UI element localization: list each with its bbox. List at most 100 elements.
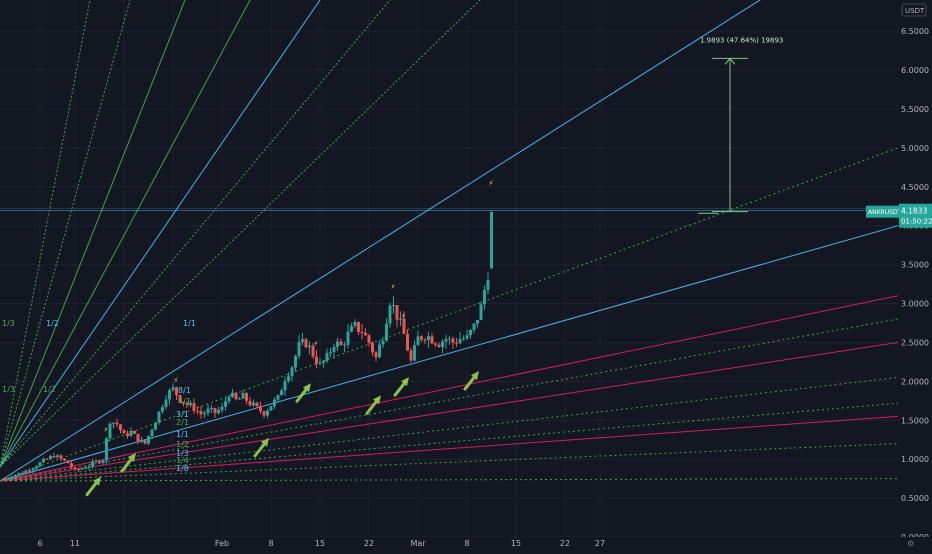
y-tick-label: 2.0000 [901,377,929,386]
candle-body [126,433,129,437]
lightning-icon: ⚡ [314,340,319,348]
fan-line [0,413,932,482]
candle-body [248,400,252,406]
candle-body [395,305,399,320]
overlay: ⚙ [907,539,914,548]
candle-body [315,356,318,364]
candle-body [112,422,115,424]
currency-badge: USDT [901,3,927,17]
candle-body [472,323,476,330]
candle-body [189,403,192,406]
candle-body [430,336,434,344]
fan-label-inner: 1/2 [176,440,189,449]
fan-labels: 1/3 1/2 1/11/3 1/2 8/14/13/12/11/11/21/31/41… [2,319,196,473]
x-axis[interactable]: 6 11 Feb 8 15 22 Mar 8 15 22 27 [0,537,932,550]
candle-body [140,439,143,443]
candle-body [413,345,416,361]
candle-body [238,398,241,400]
candle-body [381,340,385,345]
candle-body [35,466,38,469]
candle-body [31,468,35,471]
x-tick-label: 27 [595,539,605,548]
candle-body [10,477,14,479]
candle-body [301,339,304,342]
y-axis[interactable]: 0.00000.50001.00001.50002.00002.50003.00… [866,0,932,550]
candle-body [266,410,269,416]
arrow-up-icon [85,476,101,497]
candle-body [164,399,168,408]
fan-line-steep [0,0,186,468]
candle-body [427,336,430,341]
fan-line [0,0,761,482]
candle-body [210,408,213,410]
candle-body [444,339,448,342]
fan-line-steep [0,0,321,468]
candle-body [262,411,266,416]
candle-body [276,395,280,400]
candle-body [332,346,336,353]
x-tick-label: 22 [364,539,374,548]
candle-body [371,342,374,353]
candle-body [245,393,248,401]
candle-body [297,341,301,357]
candle-body [346,331,350,345]
candle-body [399,318,402,320]
arrow-head [373,395,381,405]
lightning-icon: ⚡ [401,312,406,320]
fan-line [0,312,932,482]
candle-body [462,338,465,340]
arrow-up-icon [365,395,381,415]
candle-body [231,392,234,397]
gann-fan-lines[interactable] [0,0,932,482]
fan-label-inner: 8/1 [178,386,191,395]
x-tick-label: Mar [410,539,426,548]
price-range-measure[interactable]: 1.9893 (47.64%) 19893 [698,36,783,214]
fan-line [0,399,932,482]
candle-body [378,344,381,358]
candle-body [213,408,217,413]
candle-body [108,423,112,439]
fan-line-steep [0,0,481,468]
y-tick-label: 2.5000 [901,338,929,347]
candle-body [255,402,259,407]
candle-body [84,467,87,469]
candle-body [329,352,332,354]
y-tick-label: 0.5000 [901,494,929,503]
candle-body [374,352,378,358]
candle-body [154,422,157,430]
candle-body [353,321,357,327]
candle-body [21,472,24,474]
x-tick-label: 15 [315,539,325,548]
candle-body [402,318,406,334]
symbol-tag-bg [866,205,900,218]
x-tick-label: 8 [268,539,273,548]
y-tick-label: 3.5000 [901,261,929,270]
candle-body [406,333,409,351]
candle-body [63,458,66,461]
fan-label-lower: 1/3 [2,385,15,394]
candle-body [70,463,73,468]
candle-body [416,336,420,346]
candle-body [192,403,196,411]
candle-body [448,338,451,340]
candle-body [241,393,245,399]
candle-body [469,329,472,336]
arrow-head [128,453,136,463]
x-axis-bg [0,537,932,550]
candle-body [182,401,185,404]
lightning-icon: ⚡ [489,180,494,188]
candle-body [45,458,49,460]
candle-body [147,435,150,444]
measure-label: 1.9893 (47.64%) 19893 [700,36,783,44]
arrow-annotations[interactable]: ⚡ ⚡ ⚡ ⚡ ⚡ ⚡ [85,180,494,497]
y-tick-label: 3.0000 [901,300,929,309]
fan-line [0,215,932,482]
candle-body [3,478,7,480]
currency-badge-text: USDT [905,7,925,15]
price-tag-value: 4.1833 [901,207,927,216]
grid [0,0,898,538]
arrow-up-icon [120,453,136,473]
symbol-tag: ANKRUSDT [868,209,902,216]
